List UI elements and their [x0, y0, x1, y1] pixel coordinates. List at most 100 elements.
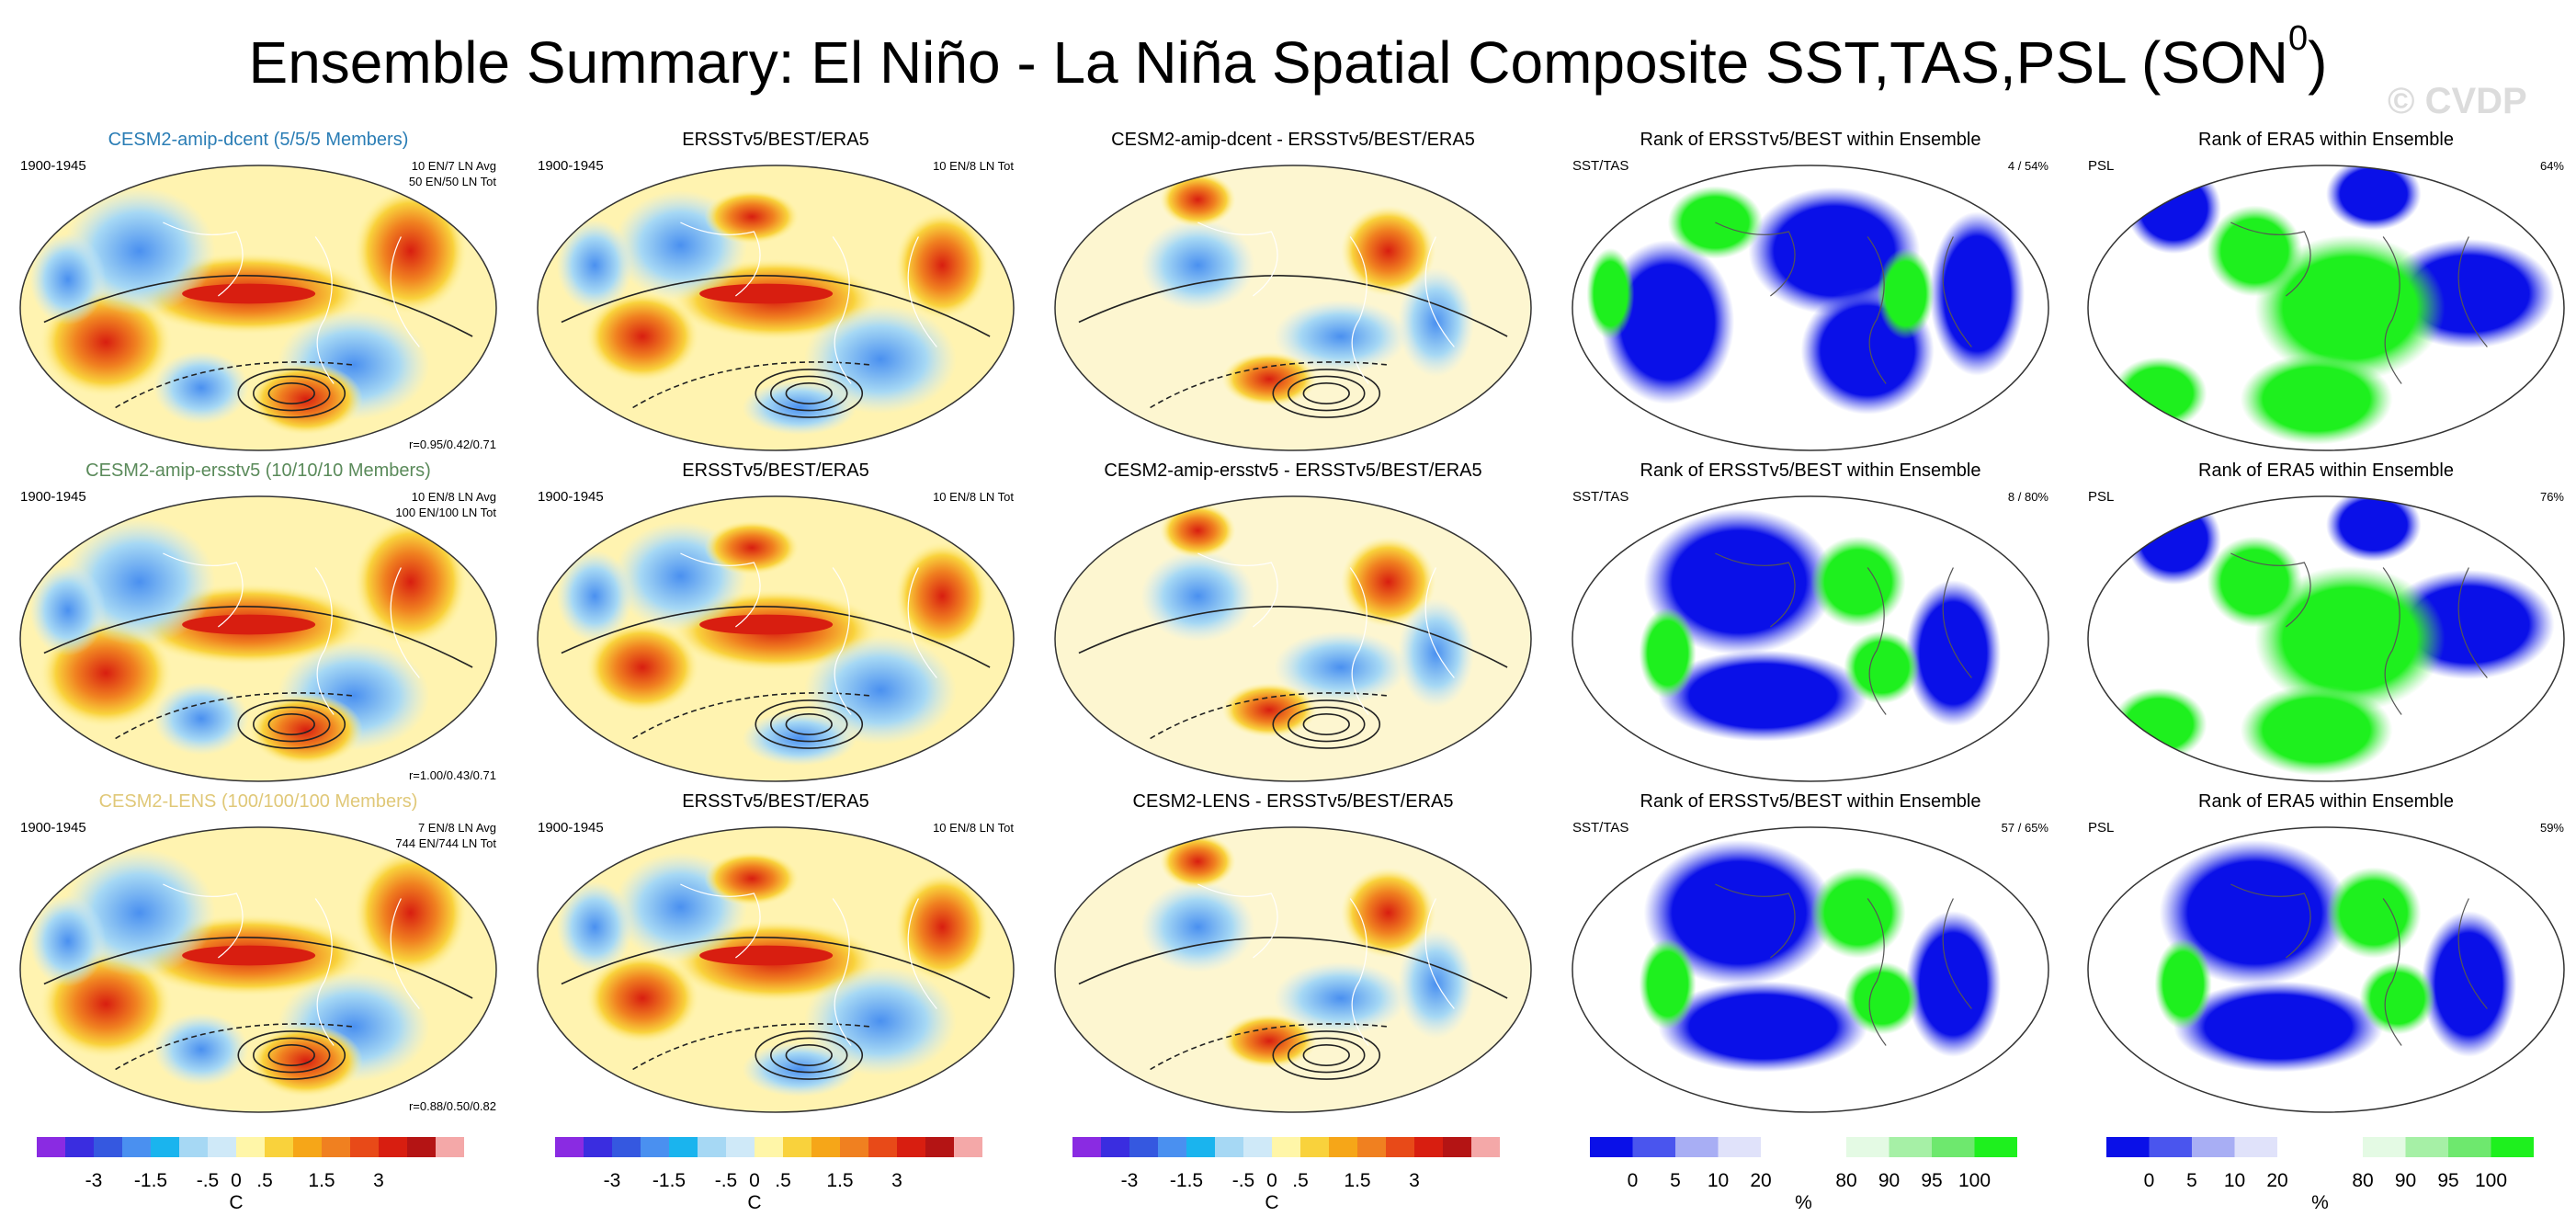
- colorbar-box: [1357, 1137, 1386, 1157]
- field-anomaly: [2126, 496, 2222, 586]
- field-anomaly: [2326, 496, 2422, 562]
- colorbar-box: [1590, 1137, 1633, 1157]
- panel-title: CESM2-LENS (100/100/100 Members): [99, 791, 418, 812]
- map-outline: [537, 165, 1015, 451]
- panel-period-label: 1900-1945: [538, 489, 604, 505]
- figure-title-text: Ensemble Summary: El Niño - La Niña Spat…: [248, 29, 2289, 96]
- colorbar-box: [179, 1137, 208, 1157]
- colorbar-tick-label: 90: [1878, 1170, 1900, 1191]
- colorbar-tick-label: -.5: [1232, 1170, 1255, 1191]
- field-anomaly: [29, 564, 107, 656]
- colorbar-box: [868, 1137, 897, 1157]
- field-anomaly: [1586, 247, 1635, 340]
- panel-title: ERSSTv5/BEST/ERA5: [682, 130, 868, 150]
- panel-title: CESM2-amip-ersstv5 (10/10/10 Members): [85, 460, 431, 481]
- colorbar-box: [1386, 1137, 1414, 1157]
- temperature-colorbar: -3 -1.5 -.5 0 .5 1.5 3 C: [1072, 1137, 1500, 1213]
- field-anomaly: [1274, 300, 1408, 373]
- field-anomaly: [2254, 234, 2445, 381]
- colorbar-tick-label: 100: [2475, 1170, 2507, 1191]
- panel-title: Rank of ERA5 within Ensemble: [2198, 791, 2454, 812]
- field-anomaly: [1667, 186, 1764, 259]
- panel-title: CESM2-amip-dcent - ERSSTv5/BEST/ERA5: [1111, 130, 1475, 150]
- panel-title: ERSSTv5/BEST/ERA5: [682, 460, 868, 481]
- colorbar-box: [954, 1137, 982, 1157]
- psl-contours: [561, 275, 991, 418]
- map-field: [1078, 834, 1508, 1080]
- chart-panel: Rank of ERA5 within Ensemble PSL 76%: [2087, 460, 2565, 782]
- field-anomaly: [1159, 172, 1236, 227]
- colorbar-box: [1272, 1137, 1300, 1157]
- colorbar-box: [151, 1137, 179, 1157]
- colorbar-box: [2106, 1137, 2150, 1157]
- map-field: [556, 851, 991, 1097]
- coastlines: [2230, 552, 2488, 715]
- colorbar-box: [811, 1137, 840, 1157]
- panel-count-label: 76%: [2540, 490, 2564, 504]
- colorbar-tick-label: .5: [256, 1170, 273, 1191]
- map-field: [1078, 503, 1508, 749]
- chart-panel: Rank of ERA5 within Ensemble PSL 59%: [2087, 791, 2565, 1113]
- figure-title: Ensemble Summary: El Niño - La Niña Spat…: [0, 20, 2576, 99]
- field-anomaly: [1159, 834, 1236, 889]
- panel-count-label: 7 EN/8 LN Avg: [418, 821, 496, 835]
- field-anomaly: [1639, 938, 1697, 1030]
- panel-period-label: PSL: [2088, 489, 2114, 505]
- colorbar-tick-label: -3: [85, 1170, 103, 1191]
- colorbar-box: [407, 1137, 436, 1157]
- coastlines: [163, 222, 420, 384]
- panel-period-label: SST/TAS: [1572, 489, 1628, 505]
- field-anomaly: [1397, 597, 1474, 709]
- colorbar-box: [2192, 1137, 2235, 1157]
- colorbar-tick-label: 1.5: [308, 1170, 335, 1191]
- field-anomaly: [1397, 267, 1474, 378]
- colorbar-tick-label: -1.5: [1170, 1170, 1203, 1191]
- colorbar-box: [555, 1137, 584, 1157]
- colorbar-unit: %: [1795, 1192, 1812, 1213]
- colorbar-box: [1718, 1137, 1761, 1157]
- field-anomaly: [1221, 682, 1317, 738]
- map-outline: [19, 165, 497, 451]
- rank-colorbar: 0 5 10 20 80 90 95 100%: [1590, 1137, 2017, 1213]
- field-anomaly: [2173, 981, 2384, 1073]
- panel-count-total-label: 50 EN/50 LN Tot: [409, 175, 497, 188]
- enso-core: [699, 283, 834, 304]
- colorbar-box: [1186, 1137, 1215, 1157]
- panel-period-label: 1900-1945: [538, 158, 604, 174]
- colorbar-box: [236, 1137, 265, 1157]
- panel-title: CESM2-LENS - ERSSTv5/BEST/ERA5: [1133, 791, 1454, 812]
- field-anomaly: [556, 550, 633, 642]
- field-anomaly: [2421, 911, 2517, 1057]
- coastlines: [680, 883, 937, 1046]
- field-anomaly: [2359, 961, 2436, 1035]
- chart-panel: Rank of ERSSTv5/BEST within Ensemble SST/…: [1572, 791, 2049, 1113]
- coastlines: [1197, 883, 1455, 1046]
- field-anomaly: [742, 380, 857, 436]
- colorbars-layer: -3 -1.5 -.5 0 .5 1.5 3 C -3 -1.5 -.5 0 .5 1.5 3 C -3 -1.5…: [37, 1137, 2534, 1213]
- colorbar-tick-label: -.5: [197, 1170, 220, 1191]
- field-anomaly: [1877, 247, 1935, 340]
- field-anomaly: [704, 520, 800, 575]
- panel-count-label: 64%: [2540, 159, 2564, 173]
- psl-contours: [1078, 937, 1508, 1080]
- field-anomaly: [2326, 867, 2422, 959]
- colorbar-tick-label: 95: [2437, 1170, 2458, 1191]
- field-anomaly: [1844, 631, 1921, 704]
- psl-contours: [43, 275, 473, 418]
- chart-panel: ERSSTv5/BEST/ERA5 1900-1945 10 EN/8 LN Tot: [537, 791, 1015, 1113]
- panel-period-label: SST/TAS: [1572, 820, 1628, 836]
- field-anomaly: [584, 621, 700, 713]
- chart-panel: Rank of ERSSTv5/BEST within Ensemble SST/…: [1572, 130, 2049, 451]
- colorbar-box: [1443, 1137, 1471, 1157]
- coastlines: [163, 552, 420, 715]
- chart-panel: CESM2-amip-dcent (5/5/5 Members) 1900-194…: [19, 130, 497, 451]
- colorbar-box: [669, 1137, 698, 1157]
- colorbar-tick-label: 80: [1835, 1170, 1856, 1191]
- figure-title-superscript: 0: [2288, 19, 2309, 58]
- panel-count-total-label: 100 EN/100 LN Tot: [395, 506, 496, 519]
- field-anomaly: [248, 362, 363, 436]
- map-outline: [19, 495, 497, 782]
- field-anomaly: [1221, 351, 1317, 407]
- colorbar-box: [208, 1137, 236, 1157]
- colorbar-box: [641, 1137, 669, 1157]
